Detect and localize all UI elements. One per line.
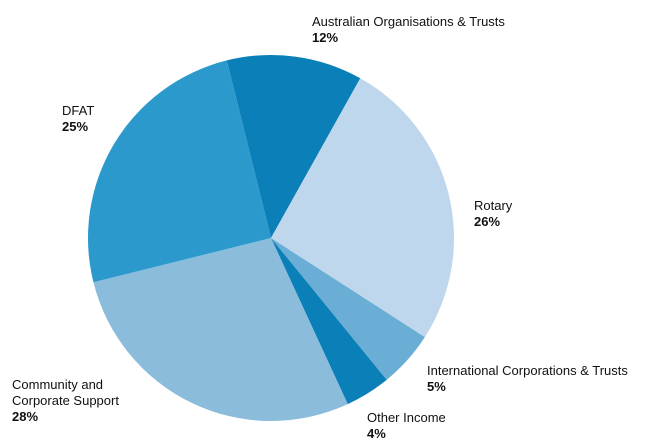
category-name: Community and Corporate Support bbox=[12, 377, 119, 408]
category-name: Australian Organisations & Trusts bbox=[312, 14, 505, 29]
category-name: International Corporations & Trusts bbox=[427, 363, 628, 378]
slice-label: DFAT 25% bbox=[62, 103, 94, 135]
pie-slice bbox=[226, 55, 361, 238]
slice-label: International Corporations & Trusts 5% bbox=[427, 363, 628, 395]
category-name: DFAT bbox=[62, 103, 95, 118]
category-name: Rotary bbox=[474, 198, 513, 213]
pie-slice bbox=[271, 78, 454, 338]
slice-label: Community and Corporate Support 28% bbox=[12, 377, 142, 425]
value-label: 26% bbox=[474, 214, 501, 229]
value-label: 25% bbox=[62, 119, 89, 134]
pie-slice bbox=[93, 238, 348, 421]
pie-slice bbox=[271, 238, 387, 405]
value-label: 12% bbox=[312, 30, 339, 45]
value-label: 5% bbox=[427, 379, 446, 394]
pie-slice bbox=[271, 238, 425, 380]
value-label: 28% bbox=[12, 409, 39, 424]
value-label: 4% bbox=[367, 426, 386, 441]
slice-label: Australian Organisations & Trusts 12% bbox=[312, 14, 505, 46]
slice-label: Other Income 4% bbox=[367, 410, 446, 442]
slice-label: Rotary 26% bbox=[474, 198, 512, 230]
category-name: Other Income bbox=[367, 410, 446, 425]
pie-slice bbox=[88, 60, 272, 283]
